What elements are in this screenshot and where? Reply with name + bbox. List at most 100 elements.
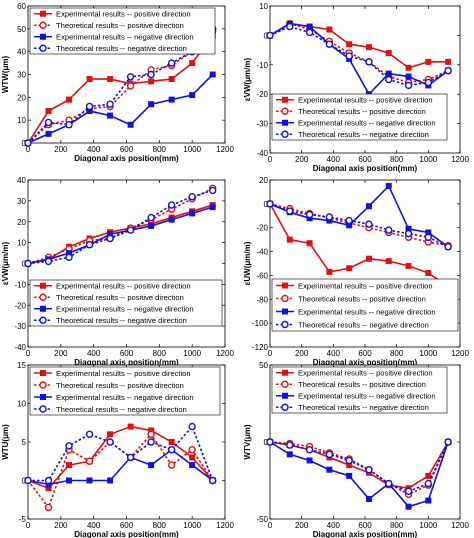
data-point bbox=[45, 130, 52, 137]
legend-label: Experimental results -- negative directi… bbox=[56, 393, 194, 402]
legend-label: Theoretical results -- positive directio… bbox=[298, 294, 426, 303]
legend-label: Theoretical results -- negative directio… bbox=[56, 316, 187, 325]
series-line-3 bbox=[27, 448, 214, 486]
legend-marker bbox=[281, 294, 289, 303]
data-point bbox=[424, 233, 433, 241]
data-point bbox=[365, 220, 373, 228]
data-point bbox=[385, 50, 392, 57]
data-point bbox=[404, 229, 413, 238]
data-point bbox=[266, 200, 274, 208]
y-tick-label: 0 bbox=[22, 260, 27, 269]
data-point bbox=[44, 503, 53, 512]
data-point bbox=[346, 472, 353, 479]
x-tick-label: 0 bbox=[268, 349, 273, 358]
x-tick-label: 600 bbox=[358, 349, 372, 358]
legend-marker bbox=[281, 320, 289, 329]
x-tick-label: 400 bbox=[327, 521, 341, 530]
data-point bbox=[208, 186, 217, 195]
data-point bbox=[365, 44, 372, 51]
data-point bbox=[385, 479, 393, 488]
data-point bbox=[45, 481, 52, 488]
x-tick-label: 200 bbox=[54, 349, 68, 358]
y-tick-label: 50 bbox=[259, 361, 268, 370]
data-point bbox=[168, 439, 175, 445]
data-point bbox=[326, 466, 333, 473]
legend-marker bbox=[281, 107, 289, 115]
y-tick-label: 20 bbox=[17, 93, 26, 102]
x-axis-label: Diagonal axis position(mm) bbox=[313, 358, 418, 367]
y-axis-label: εVW(μm/m) bbox=[243, 57, 252, 101]
data-point bbox=[424, 78, 433, 87]
x-tick-label: 600 bbox=[358, 521, 372, 530]
data-point bbox=[107, 431, 114, 438]
x-tick-label: 800 bbox=[153, 349, 167, 358]
data-point bbox=[44, 476, 53, 485]
legend-label: Experimental results -- positive directi… bbox=[298, 96, 433, 105]
data-point bbox=[148, 222, 155, 229]
y-axis-label: WTV(μm) bbox=[243, 424, 252, 459]
data-point bbox=[147, 438, 155, 446]
data-point bbox=[126, 82, 135, 90]
series-line-3 bbox=[269, 184, 449, 248]
data-point bbox=[107, 112, 114, 119]
data-point bbox=[325, 213, 334, 221]
data-point bbox=[189, 210, 196, 217]
legend-label: Experimental results -- positive directi… bbox=[56, 282, 191, 291]
series-line-3 bbox=[27, 206, 213, 265]
data-point bbox=[325, 450, 334, 459]
legend-box bbox=[271, 278, 459, 332]
y-axis-label: WTU(μm) bbox=[1, 424, 10, 460]
data-point bbox=[385, 258, 392, 265]
data-point bbox=[66, 477, 73, 484]
data-point bbox=[127, 423, 134, 430]
data-point bbox=[45, 108, 52, 115]
data-point bbox=[189, 60, 196, 67]
legend-marker bbox=[39, 293, 47, 301]
data-point bbox=[86, 477, 93, 484]
y-tick-label: -40 bbox=[256, 248, 268, 257]
x-tick-label: 600 bbox=[120, 145, 134, 154]
data-point bbox=[167, 446, 176, 454]
data-point bbox=[286, 207, 294, 215]
data-point bbox=[266, 31, 274, 40]
legend-label: Experimental results -- positive directi… bbox=[298, 281, 433, 290]
y-axis-label: εVW(μm/m) bbox=[1, 241, 10, 285]
data-point bbox=[126, 453, 135, 462]
y-tick-label: 10 bbox=[259, 2, 268, 11]
legend-box bbox=[271, 93, 448, 141]
data-point bbox=[107, 76, 114, 83]
y-tick-label: -50 bbox=[256, 515, 268, 524]
x-tick-label: 400 bbox=[327, 155, 341, 164]
data-point bbox=[346, 462, 353, 469]
data-point bbox=[107, 231, 114, 238]
data-point bbox=[168, 76, 175, 83]
series-line-4 bbox=[28, 425, 214, 482]
legend-marker bbox=[281, 130, 289, 138]
series-line-3 bbox=[269, 22, 449, 96]
data-point bbox=[445, 58, 452, 65]
data-point bbox=[305, 28, 314, 37]
x-tick-label: 200 bbox=[295, 155, 309, 164]
y-tick-label: 30 bbox=[17, 197, 26, 206]
legend-box bbox=[29, 366, 221, 416]
legend-label: Experimental results -- negative directi… bbox=[298, 119, 436, 128]
legend-marker bbox=[282, 119, 288, 126]
x-tick-label: 200 bbox=[54, 521, 68, 530]
y-tick-label: 5 bbox=[22, 438, 27, 447]
legend: Experimental results -- positive directi… bbox=[271, 278, 459, 332]
legend-marker bbox=[40, 370, 46, 376]
y-tick-label: -100 bbox=[252, 319, 269, 328]
legend-label: Experimental results -- negative directi… bbox=[56, 33, 194, 42]
chart-panel-2: 0 200 400 600 800 1000 1200 -40 -30 -20 -10 0 10 Diag… bbox=[243, 2, 469, 173]
y-tick-label: -20 bbox=[256, 224, 268, 233]
series-line-4 bbox=[269, 25, 449, 87]
x-tick-label: 400 bbox=[327, 349, 341, 358]
data-point bbox=[85, 430, 94, 438]
legend-label: Experimental results -- negative directi… bbox=[298, 392, 436, 401]
data-point bbox=[126, 73, 135, 81]
legend-marker bbox=[39, 316, 47, 324]
data-point bbox=[306, 23, 313, 30]
x-tick-label: 0 bbox=[26, 349, 31, 358]
